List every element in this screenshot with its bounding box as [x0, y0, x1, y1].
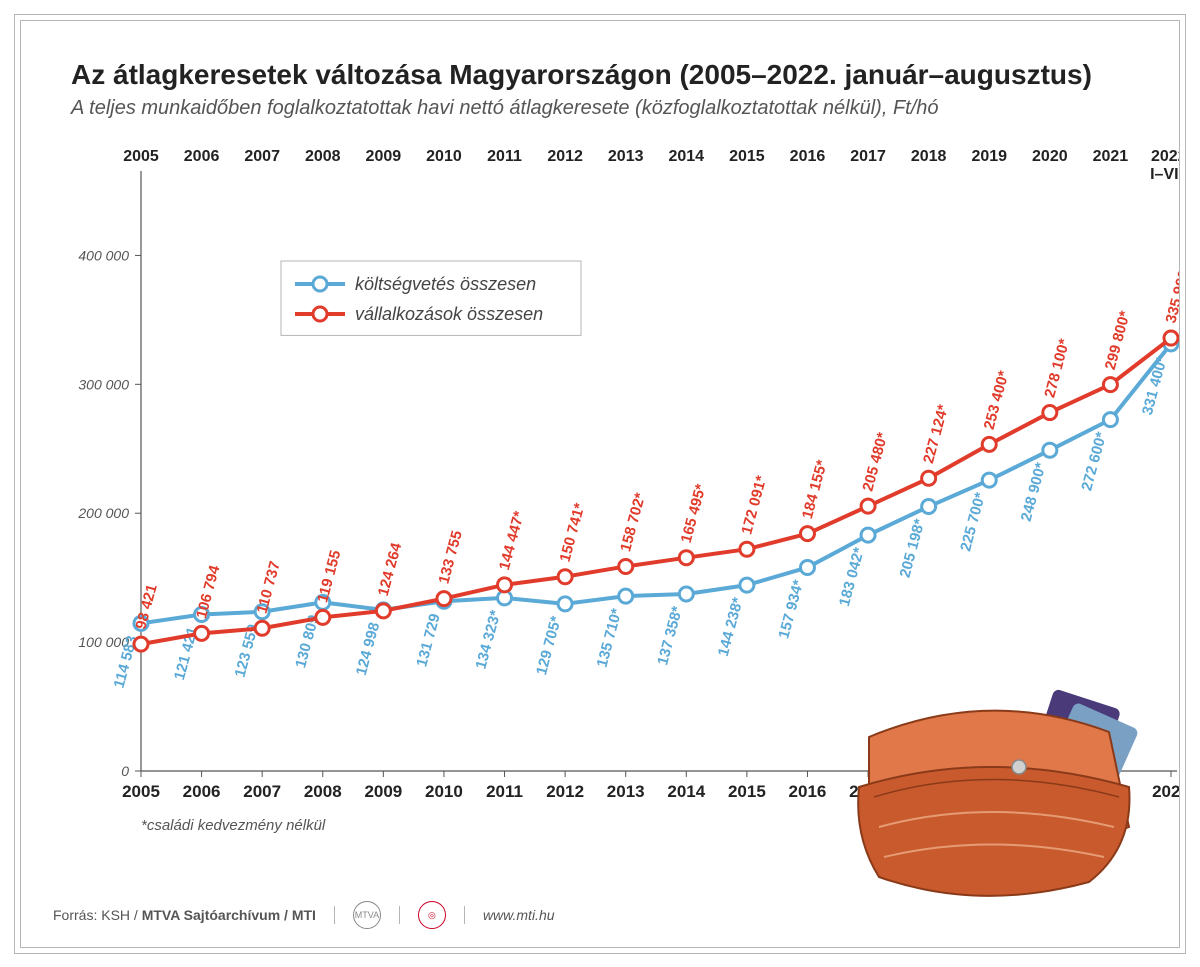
svg-text:2013: 2013: [608, 148, 644, 165]
svg-text:2017: 2017: [850, 148, 886, 165]
footer: Forrás: KSH / MTVA Sajtóarchívum / MTI M…: [53, 901, 555, 929]
svg-text:124 264: 124 264: [375, 540, 406, 597]
svg-text:253 400*: 253 400*: [981, 369, 1013, 432]
svg-text:2021: 2021: [1093, 148, 1129, 165]
svg-text:2006: 2006: [183, 782, 221, 801]
svg-text:335 900*: 335 900*: [1162, 263, 1179, 326]
svg-text:183 042*: 183 042*: [836, 546, 868, 609]
svg-text:272 600*: 272 600*: [1078, 430, 1110, 493]
svg-text:2022.I–VIII.: 2022.I–VIII.: [1150, 148, 1179, 183]
svg-text:2016: 2016: [790, 148, 826, 165]
mtva-logo-icon: MTVA: [353, 901, 381, 929]
svg-text:2010: 2010: [425, 782, 463, 801]
svg-text:2013: 2013: [607, 782, 645, 801]
svg-text:225 700*: 225 700*: [957, 491, 989, 554]
svg-text:248 900*: 248 900*: [1018, 461, 1050, 524]
chart-footnote: *családi kedvezmény nélkül: [141, 817, 325, 834]
footer-url: www.mti.hu: [483, 907, 555, 923]
svg-text:165 495*: 165 495*: [678, 482, 710, 545]
svg-text:157 934*: 157 934*: [775, 578, 807, 641]
svg-text:2007: 2007: [244, 148, 280, 165]
svg-text:98 421: 98 421: [132, 582, 160, 631]
svg-text:0: 0: [121, 763, 129, 779]
footer-source-bold: MTVA Sajtóarchívum / MTI: [142, 907, 316, 923]
svg-text:200 000: 200 000: [77, 505, 129, 521]
svg-text:144 238*: 144 238*: [715, 596, 747, 659]
svg-text:2014: 2014: [668, 148, 704, 165]
svg-text:124 998: 124 998: [353, 621, 383, 678]
svg-text:2015: 2015: [729, 148, 765, 165]
page-title: Az átlagkeresetek változása Magyarország…: [71, 59, 1092, 91]
svg-text:2018: 2018: [911, 148, 947, 165]
footer-source: Forrás: KSH / MTVA Sajtóarchívum / MTI: [53, 907, 316, 923]
svg-text:129 705*: 129 705*: [533, 614, 565, 677]
svg-text:184 155*: 184 155*: [799, 458, 831, 521]
svg-text:400 000: 400 000: [78, 247, 129, 263]
svg-text:2019: 2019: [971, 148, 1007, 165]
svg-text:278 100*: 278 100*: [1041, 337, 1073, 400]
svg-text:2011: 2011: [486, 782, 523, 801]
svg-text:2007: 2007: [243, 782, 281, 801]
svg-text:158 702*: 158 702*: [617, 491, 649, 554]
svg-text:131 729: 131 729: [413, 612, 443, 669]
svg-text:2010: 2010: [426, 148, 462, 165]
footer-source-prefix: Forrás: KSH /: [53, 907, 142, 923]
svg-text:300 000: 300 000: [78, 376, 129, 392]
svg-text:2015: 2015: [728, 782, 766, 801]
wallet-illustration: [829, 677, 1149, 897]
svg-text:2006: 2006: [184, 148, 220, 165]
svg-text:2005: 2005: [122, 782, 160, 801]
footer-separator: [464, 906, 465, 924]
footer-separator: [334, 906, 335, 924]
svg-text:2020: 2020: [1032, 148, 1068, 165]
svg-text:2016: 2016: [789, 782, 827, 801]
svg-text:135 710*: 135 710*: [594, 607, 626, 670]
svg-text:110 737: 110 737: [254, 559, 284, 615]
svg-text:2022: 2022: [1152, 782, 1179, 801]
svg-text:2008: 2008: [305, 148, 341, 165]
svg-text:331 400*: 331 400*: [1139, 354, 1171, 417]
svg-text:137 358*: 137 358*: [654, 604, 686, 667]
svg-text:299 800*: 299 800*: [1102, 309, 1134, 372]
svg-text:2008: 2008: [304, 782, 342, 801]
svg-text:2012: 2012: [546, 782, 584, 801]
page-subtitle: A teljes munkaidőben foglalkoztatottak h…: [71, 97, 939, 120]
svg-text:2011: 2011: [487, 148, 522, 165]
footer-separator: [399, 906, 400, 924]
svg-text:2009: 2009: [366, 148, 402, 165]
svg-text:134 323*: 134 323*: [472, 608, 504, 671]
svg-text:költségvetés összesen: költségvetés összesen: [355, 274, 536, 294]
svg-text:172 091*: 172 091*: [738, 474, 770, 537]
svg-text:2009: 2009: [364, 782, 402, 801]
svg-text:205 198*: 205 198*: [897, 517, 929, 580]
svg-text:2005: 2005: [123, 148, 159, 165]
svg-text:144 447*: 144 447*: [496, 509, 528, 572]
svg-text:2014: 2014: [667, 782, 705, 801]
svg-text:119 155: 119 155: [314, 548, 344, 604]
svg-text:133 755: 133 755: [435, 529, 465, 586]
chart-frame: Az átlagkeresetek változása Magyarország…: [20, 20, 1180, 948]
svg-text:227 124*: 227 124*: [920, 403, 952, 466]
svg-text:150 741*: 150 741*: [557, 501, 589, 564]
svg-text:vállalkozások összesen: vállalkozások összesen: [355, 304, 543, 324]
svg-text:205 480*: 205 480*: [860, 431, 892, 494]
mti-logo-icon: ◎: [418, 901, 446, 929]
svg-text:2012: 2012: [547, 148, 583, 165]
